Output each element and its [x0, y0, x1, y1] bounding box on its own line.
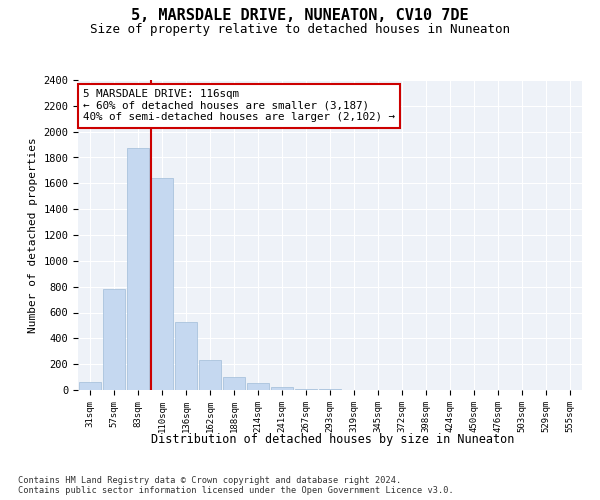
Text: 5, MARSDALE DRIVE, NUNEATON, CV10 7DE: 5, MARSDALE DRIVE, NUNEATON, CV10 7DE	[131, 8, 469, 22]
Bar	[271, 387, 293, 390]
Bar	[127, 148, 149, 390]
Text: 5 MARSDALE DRIVE: 116sqm
← 60% of detached houses are smaller (3,187)
40% of sem: 5 MARSDALE DRIVE: 116sqm ← 60% of detach…	[83, 90, 395, 122]
Text: Size of property relative to detached houses in Nuneaton: Size of property relative to detached ho…	[90, 22, 510, 36]
Bar	[151, 178, 173, 390]
Text: Contains HM Land Registry data © Crown copyright and database right 2024.
Contai: Contains HM Land Registry data © Crown c…	[18, 476, 454, 495]
Bar	[247, 383, 269, 390]
Bar	[103, 289, 125, 390]
Bar	[295, 388, 317, 390]
Y-axis label: Number of detached properties: Number of detached properties	[28, 137, 38, 333]
Text: Distribution of detached houses by size in Nuneaton: Distribution of detached houses by size …	[151, 432, 515, 446]
Bar	[223, 377, 245, 390]
Bar	[79, 382, 101, 390]
Bar	[199, 360, 221, 390]
Bar	[175, 322, 197, 390]
